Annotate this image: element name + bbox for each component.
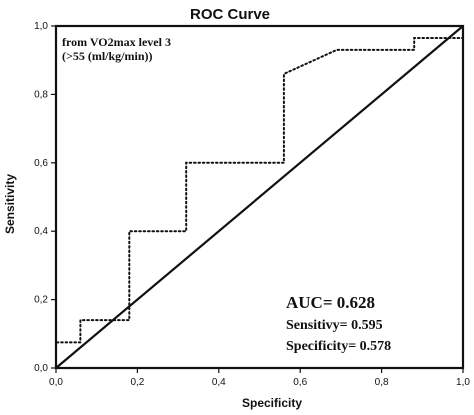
plot-frame [54,24,465,370]
y-tick-label: 0,6 [34,158,48,169]
chart-note-line-1: from VO2max level 3 [62,35,171,49]
auc-label: AUC= 0.628 [286,293,375,312]
roc-curve [55,25,464,369]
x-tick-label: 1,0 [456,377,470,388]
chart-note-line-2: (>55 (ml/kg/min)) [62,49,153,63]
y-tick-label: 0,0 [34,363,48,374]
y-tick-label: 0,8 [34,89,48,100]
y-axis-title: Sensitivity [3,174,17,234]
reference-line [55,25,464,369]
plot-layer: 0,0 0,2 0,4 0,6 0,8 1,0 0,0 0,2 0,4 0,6 0,8 1,0 [34,21,470,388]
x-tick-label: 0,4 [212,377,226,388]
x-tick-label: 0,8 [375,377,389,388]
x-tick-label: 0,6 [293,377,307,388]
y-tick-label: 0,2 [34,295,48,306]
y-tick-label: 0,4 [34,226,48,237]
specificity-label: Specificity= 0.578 [286,339,391,354]
sensitivity-label: Sensitivy= 0.595 [286,318,383,333]
chart-title: ROC Curve [190,6,270,23]
x-tick-label: 0,2 [130,377,144,388]
y-tick-label: 1,0 [34,21,48,32]
x-axis-title: Specificity [242,396,302,410]
x-tick-label: 0,0 [49,377,63,388]
